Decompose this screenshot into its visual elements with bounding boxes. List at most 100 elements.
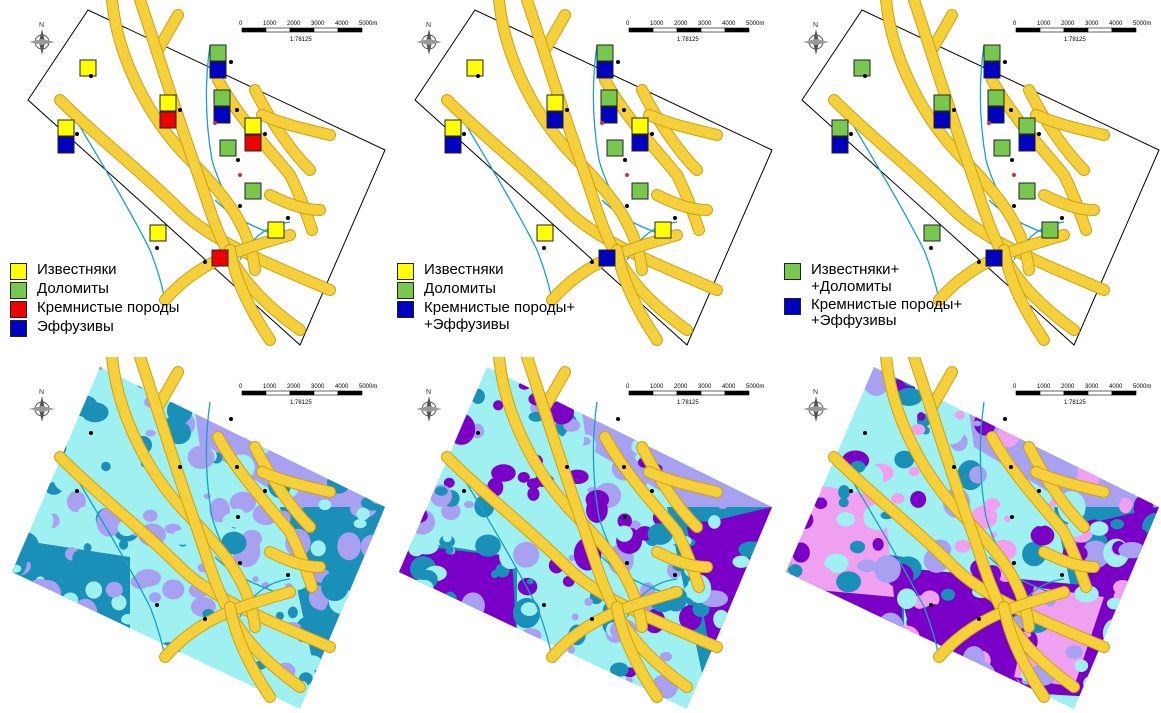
class-patch [826, 435, 841, 448]
class-patch [791, 434, 819, 454]
sample-swatch [219, 139, 237, 157]
class-patch [243, 400, 250, 405]
road [135, 0, 305, 335]
class-patch [105, 581, 123, 598]
class-patch [571, 388, 590, 404]
class-patch [29, 656, 46, 671]
class-patch [720, 368, 745, 386]
class-patch [508, 374, 516, 379]
sample-point [462, 132, 466, 136]
class-patch [822, 511, 829, 517]
class-patch [1113, 420, 1133, 434]
scale-segment [241, 390, 267, 396]
legend-swatch [10, 282, 27, 299]
scale-segment [1039, 27, 1065, 33]
class-patch [166, 397, 193, 424]
scale-segment [724, 390, 750, 396]
class-patch [341, 414, 366, 432]
class-patch [795, 482, 822, 501]
scale-segment [628, 27, 654, 33]
class-patch [786, 615, 790, 627]
class-patch [130, 687, 152, 709]
sample-point [235, 465, 239, 469]
class-patch [517, 472, 530, 483]
sample-point [952, 465, 956, 469]
class-patch [786, 679, 789, 705]
class-patch [826, 402, 842, 414]
sample-swatch [149, 224, 167, 242]
class-patch [849, 540, 866, 554]
sample-swatch [993, 139, 1011, 157]
sample-point [462, 489, 466, 493]
sample-swatch [654, 221, 672, 239]
class-patch [786, 493, 796, 505]
sample-point [625, 173, 629, 177]
scale-segment [313, 27, 339, 33]
scale-tick-label: 3000 [311, 384, 325, 390]
road [1024, 442, 1089, 532]
sample-swatch [983, 44, 1001, 62]
class-patch [812, 566, 834, 588]
class-patch [792, 542, 810, 563]
class-patch [922, 604, 947, 627]
scale-tick-label: 2000 [1061, 21, 1075, 27]
class-patch [445, 546, 454, 555]
class-patch [716, 497, 729, 509]
class-patch [967, 684, 989, 705]
class-patch [89, 624, 116, 644]
class-patch [17, 501, 33, 512]
class-patch [435, 682, 449, 691]
class-patch [767, 488, 772, 499]
class-patch [836, 671, 859, 694]
legend-label: Кремнистые породы+ +Эффузивы [424, 299, 576, 333]
class-patch [370, 629, 383, 641]
scale-segment [628, 390, 654, 396]
class-patch [969, 466, 987, 484]
sample-swatch [598, 249, 616, 267]
class-patch [311, 493, 319, 499]
compass-rose-icon: N [29, 389, 55, 422]
class-patch [59, 683, 75, 696]
class-patch [1065, 645, 1083, 659]
sample-point [625, 561, 629, 565]
road [442, 452, 722, 652]
class-patch [17, 467, 41, 489]
class-patch [962, 685, 988, 705]
class-patch [865, 367, 873, 368]
class-patch [513, 541, 540, 568]
class-patch [0, 408, 7, 414]
class-patch [713, 609, 730, 629]
class-patch [434, 486, 448, 496]
sample-swatch [244, 182, 262, 200]
scale-tick-label: 0 [239, 384, 243, 390]
class-patch [568, 554, 576, 561]
class-patch [786, 465, 809, 482]
scale-tick-label: 4000 [1109, 384, 1123, 390]
class-patch [70, 690, 94, 709]
class-patch [834, 683, 856, 701]
class-patch [570, 705, 584, 709]
class-patch [836, 512, 855, 527]
class-patch [111, 594, 127, 611]
scale-tick-label: 0 [626, 384, 630, 390]
road [225, 602, 275, 702]
river-line [456, 109, 553, 301]
class-patch [571, 613, 579, 621]
class-patch [365, 557, 373, 563]
class-patch [647, 523, 673, 545]
class-patch [1108, 665, 1121, 677]
svg-text:N: N [813, 389, 818, 396]
class-patch [443, 591, 457, 608]
svg-text:N: N [39, 389, 44, 396]
legend-item: Эффузивы [10, 318, 179, 337]
class-patch [350, 652, 361, 663]
class-patch [368, 397, 381, 411]
class-patch [786, 497, 787, 518]
class-patch [214, 472, 238, 488]
scale-bar: 0 1000 2000 3000 4000 5000m 1:78125 [239, 384, 377, 406]
compass-rose-icon: N [416, 389, 442, 422]
class-patch [684, 422, 695, 432]
class-patch [403, 654, 426, 677]
svg-text:N: N [426, 389, 431, 396]
class-patch [38, 595, 66, 621]
